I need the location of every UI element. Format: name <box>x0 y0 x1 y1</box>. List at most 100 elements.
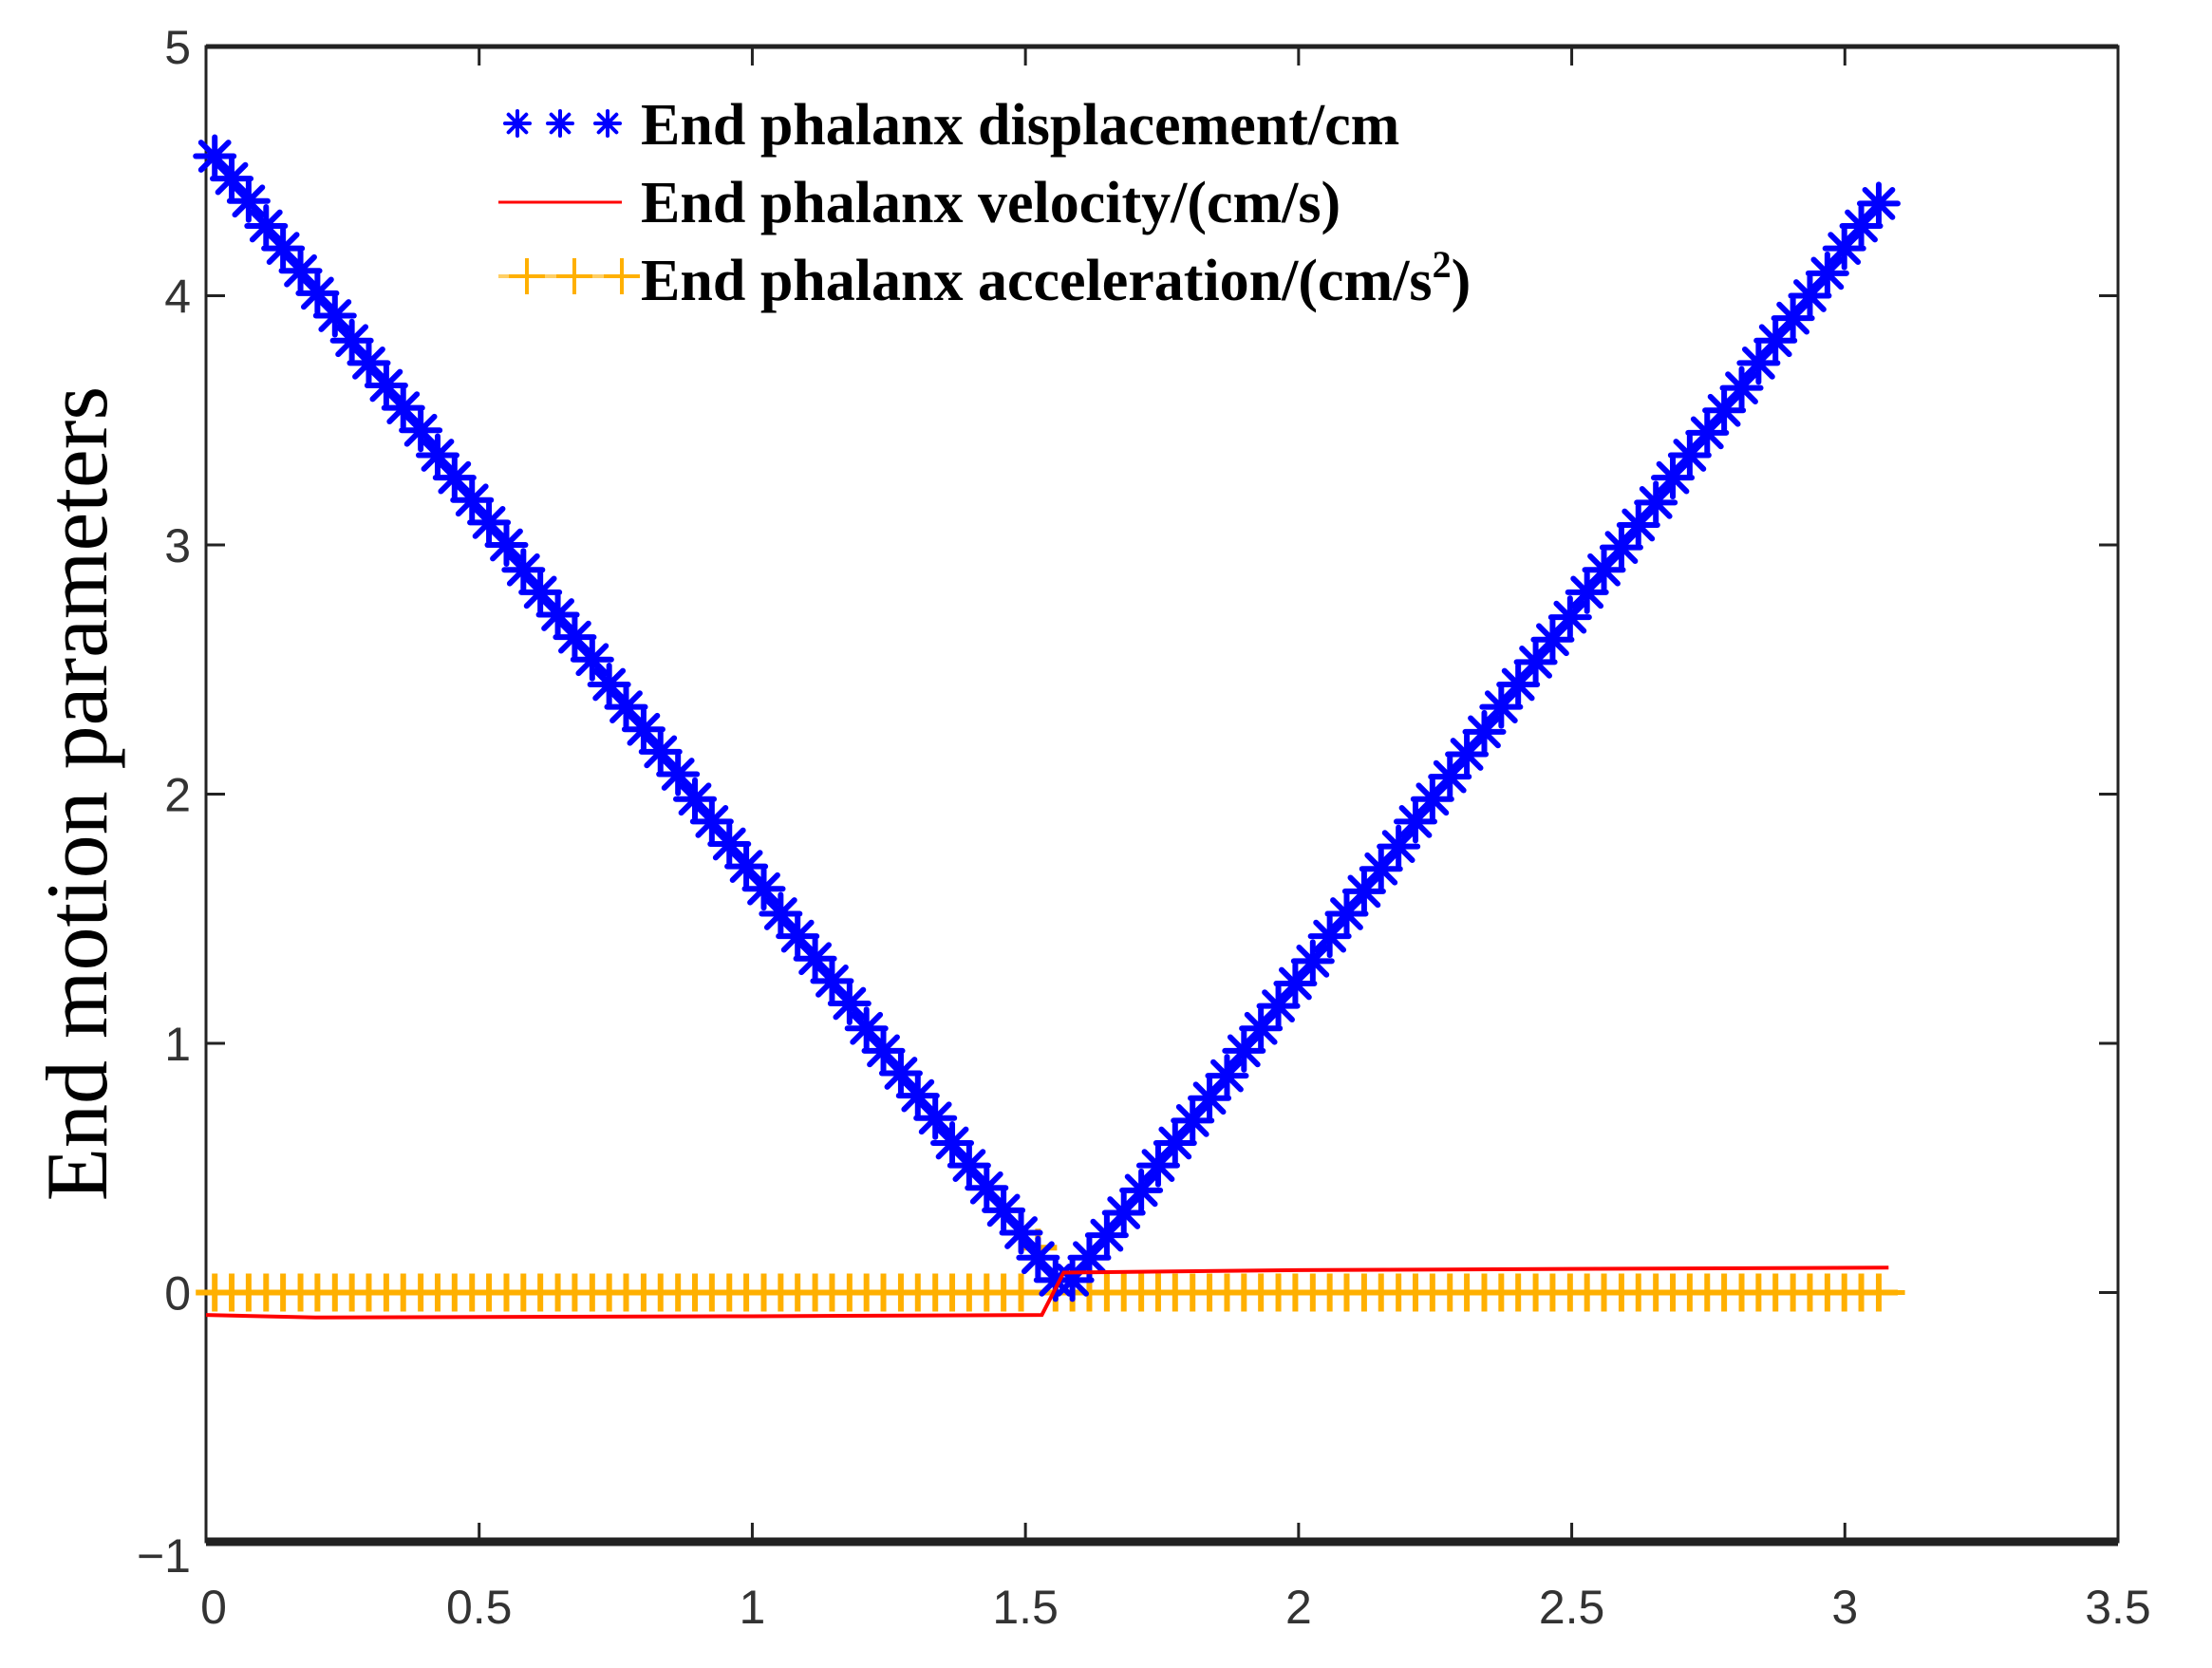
asterisk-stroke <box>935 1126 969 1160</box>
displacement-point <box>689 799 734 844</box>
asterisk-stroke <box>1776 301 1810 335</box>
displacement-point <box>399 408 443 453</box>
displacement-point <box>1359 847 1403 891</box>
asterisk-stroke <box>215 161 249 196</box>
series-layer <box>193 134 1905 1320</box>
displacement-point <box>759 891 803 936</box>
asterisk-stroke <box>1175 1103 1209 1137</box>
displacement-point <box>1341 869 1386 913</box>
displacement-point <box>1393 799 1437 844</box>
asterisk-stroke <box>596 112 619 135</box>
asterisk-stroke <box>1381 830 1415 864</box>
asterisk-stroke <box>627 712 661 746</box>
displacement-point <box>1067 1235 1112 1280</box>
x-tick-label: 2 <box>1285 1581 1312 1634</box>
displacement-point <box>535 592 580 637</box>
asterisk-stroke <box>763 897 797 930</box>
asterisk-stroke <box>833 986 867 1021</box>
asterisk-stroke <box>1484 690 1518 724</box>
displacement-point <box>1273 962 1318 1005</box>
displacement-point <box>1547 595 1592 640</box>
displacement-point <box>1856 181 1901 226</box>
displacement-point <box>776 914 820 959</box>
asterisk-stroke <box>1622 508 1656 542</box>
asterisk-stroke <box>232 184 266 218</box>
asterisk-stroke <box>1347 874 1381 909</box>
displacement-point <box>347 341 391 385</box>
asterisk-stroke <box>1262 989 1295 1023</box>
asterisk-stroke <box>986 1193 1021 1228</box>
displacement-point <box>827 982 872 1025</box>
displacement-point <box>261 226 306 271</box>
displacement-point <box>638 729 683 774</box>
legend: End phalanx displacement/cm End phalanx … <box>498 93 1471 313</box>
displacement-point <box>193 134 237 178</box>
asterisk-stroke <box>1656 460 1690 495</box>
asterisk-stroke <box>901 1078 935 1113</box>
asterisk-stroke <box>1210 1059 1244 1093</box>
displacement-point <box>1445 732 1490 777</box>
displacement-point <box>518 570 563 614</box>
asterisk-stroke <box>1604 531 1639 565</box>
asterisk-stroke <box>815 964 849 998</box>
legend-acc-superscript: 2 <box>1433 243 1452 286</box>
asterisk-stroke <box>1758 324 1792 358</box>
legend-acceleration-marker <box>604 258 640 294</box>
displacement-point <box>1616 503 1660 547</box>
velocity-line <box>205 1265 1889 1320</box>
asterisk-stroke <box>1090 1218 1124 1252</box>
displacement-point <box>1119 1168 1164 1212</box>
asterisk-stroke <box>1810 256 1845 290</box>
asterisk-stroke <box>678 782 712 816</box>
displacement-point <box>810 959 854 1003</box>
displacement-point <box>1702 388 1747 433</box>
displacement-point <box>1771 296 1815 341</box>
asterisk-stroke <box>541 598 574 631</box>
displacement-point <box>707 822 752 866</box>
displacement-point <box>1599 525 1643 570</box>
legend-displacement-marker <box>546 109 574 138</box>
displacement-point <box>1805 251 1849 295</box>
acceleration-point <box>1002 1273 1040 1312</box>
displacement-point <box>1222 1028 1266 1073</box>
asterisk-stroke <box>318 299 352 332</box>
asterisk-stroke <box>284 253 317 288</box>
displacement-point <box>1685 410 1730 455</box>
displacement-point <box>1667 433 1712 478</box>
asterisk-stroke <box>1862 186 1896 220</box>
displacement-point <box>587 663 631 706</box>
displacement-point <box>1256 984 1301 1028</box>
asterisk-stroke <box>952 1149 986 1183</box>
asterisk-stroke <box>1107 1196 1141 1229</box>
asterisk-stroke <box>1021 1241 1055 1275</box>
displacement-point <box>1205 1054 1249 1098</box>
asterisk-stroke <box>1587 553 1621 587</box>
asterisk-stroke <box>780 919 815 953</box>
displacement-point <box>1788 273 1832 318</box>
y-tick-label: 4 <box>164 271 191 324</box>
asterisk-stroke <box>661 758 695 791</box>
displacement-point <box>295 271 340 315</box>
asterisk-stroke <box>1450 738 1484 771</box>
asterisk-stroke <box>421 439 455 472</box>
x-tick-label: 0.5 <box>446 1581 513 1634</box>
y-tick-label: 0 <box>164 1267 191 1321</box>
legend-displacement-marker <box>503 109 532 138</box>
asterisk-stroke <box>1279 966 1312 1001</box>
asterisk-stroke <box>729 850 763 884</box>
asterisk-stroke <box>1124 1173 1158 1208</box>
asterisk-stroke <box>1845 209 1878 243</box>
asterisk-stroke <box>918 1101 952 1135</box>
displacement-point <box>1410 777 1454 821</box>
x-tick-label: 3 <box>1831 1581 1858 1634</box>
asterisk-stroke <box>1415 782 1450 816</box>
displacement-point <box>364 364 408 407</box>
asterisk-stroke <box>1828 232 1862 266</box>
displacement-point <box>793 936 837 981</box>
asterisk-stroke <box>472 505 506 539</box>
y-tick-label: 3 <box>164 519 191 572</box>
legend-markers <box>498 109 640 294</box>
displacement-point <box>965 1166 1009 1210</box>
